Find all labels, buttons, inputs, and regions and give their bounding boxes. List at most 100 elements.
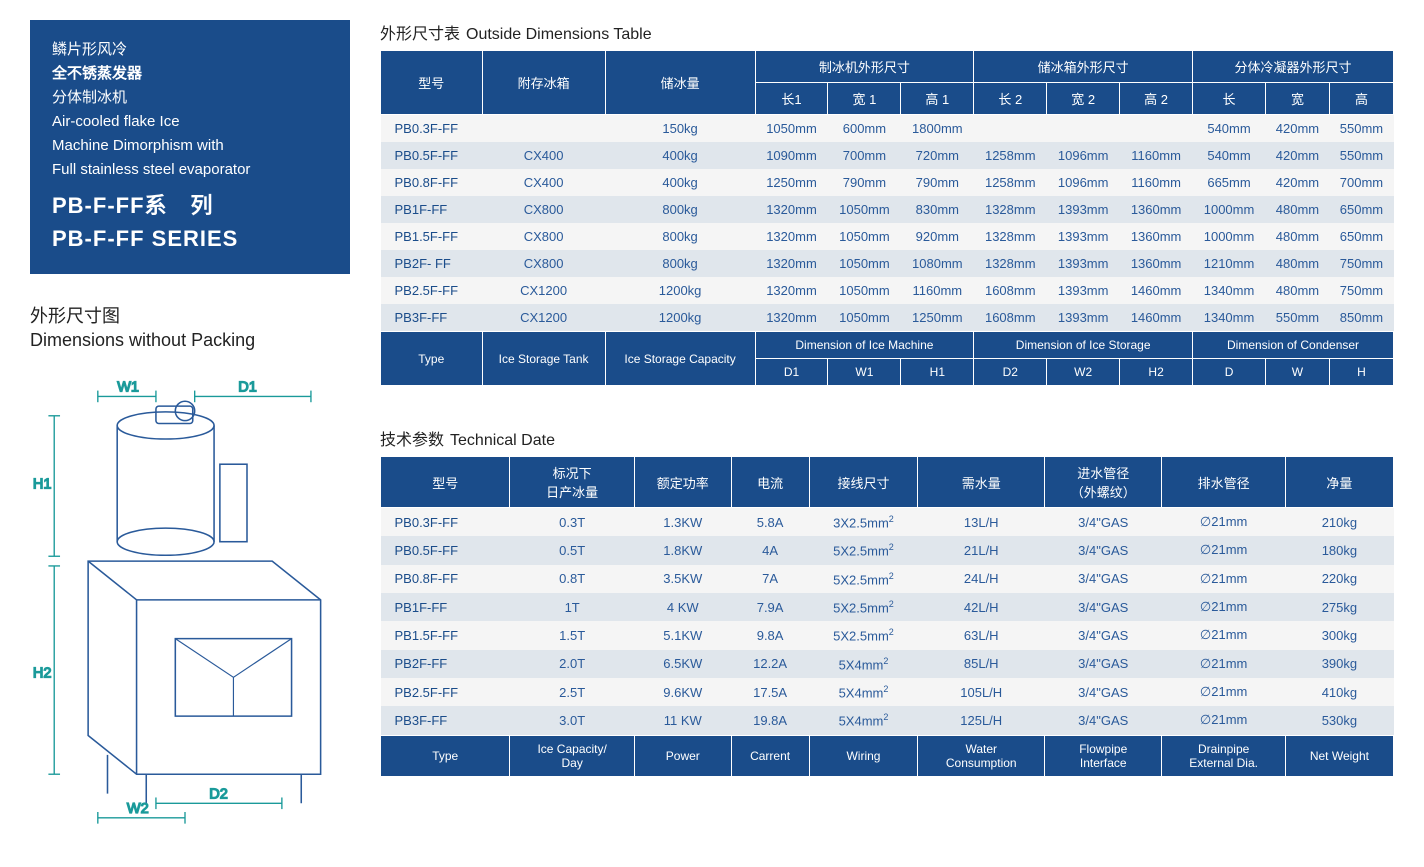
label-d1: D1 bbox=[238, 380, 257, 396]
table-cell: 390kg bbox=[1285, 650, 1393, 678]
table-cell: 420mm bbox=[1265, 142, 1329, 169]
table-cell: 63L/H bbox=[918, 621, 1045, 649]
dim-title-en: Dimensions without Packing bbox=[30, 330, 350, 351]
table-cell: ∅21mm bbox=[1162, 706, 1285, 735]
table-cell: CX1200 bbox=[482, 304, 605, 332]
tf-d2: D2 bbox=[974, 359, 1047, 386]
table-cell bbox=[1047, 115, 1120, 143]
table-cell: 1200kg bbox=[605, 277, 755, 304]
tf-w1: W1 bbox=[828, 359, 901, 386]
table-cell: 1328mm bbox=[974, 223, 1047, 250]
table-cell: 410kg bbox=[1285, 678, 1393, 706]
label-h1: H1 bbox=[33, 476, 52, 492]
table-cell: ∅21mm bbox=[1162, 536, 1285, 564]
table-cell: 420mm bbox=[1265, 115, 1329, 143]
tf-h2: H2 bbox=[1120, 359, 1193, 386]
table-cell: 1320mm bbox=[755, 277, 828, 304]
table-cell: ∅21mm bbox=[1162, 508, 1285, 537]
tf-tank: Ice Storage Tank bbox=[482, 332, 605, 386]
table-cell: 1328mm bbox=[974, 250, 1047, 277]
t2-f5: Wiring bbox=[809, 735, 918, 776]
table-row: PB2.5F-FFCX12001200kg1320mm1050mm1160mm1… bbox=[381, 277, 1394, 304]
table-row: PB1F-FFCX800800kg1320mm1050mm830mm1328mm… bbox=[381, 196, 1394, 223]
t2-f2: Ice Capacity/ Day bbox=[510, 735, 634, 776]
table-cell: 1320mm bbox=[755, 304, 828, 332]
table-cell: 180kg bbox=[1285, 536, 1393, 564]
table-cell: 1320mm bbox=[755, 223, 828, 250]
table-cell: PB2.5F-FF bbox=[381, 277, 483, 304]
table-cell: 1360mm bbox=[1120, 196, 1193, 223]
table-cell: 665mm bbox=[1193, 169, 1266, 196]
table-cell: 220kg bbox=[1285, 565, 1393, 593]
table-cell: 300kg bbox=[1285, 621, 1393, 649]
table-cell: 1160mm bbox=[901, 277, 974, 304]
table-cell: PB1F-FF bbox=[381, 593, 510, 621]
table-row: PB0.8F-FFCX400400kg1250mm790mm790mm1258m… bbox=[381, 169, 1394, 196]
table-cell: 1320mm bbox=[755, 196, 828, 223]
table-cell: 17.5A bbox=[731, 678, 809, 706]
table-cell: 5.1KW bbox=[634, 621, 731, 649]
table-cell: 3/4"GAS bbox=[1045, 536, 1162, 564]
table-cell: CX400 bbox=[482, 142, 605, 169]
table-cell: 1050mm bbox=[828, 277, 901, 304]
table-cell: PB3F-FF bbox=[381, 304, 483, 332]
tf-w: W bbox=[1265, 359, 1329, 386]
table-cell: 1000mm bbox=[1193, 223, 1266, 250]
right-column: 外形尺寸表Outside Dimensions Table 型号 附存冰箱 储冰… bbox=[380, 20, 1394, 830]
th-d: 长 bbox=[1193, 83, 1266, 115]
table-cell: 700mm bbox=[828, 142, 901, 169]
t2-h8: 排水管径 bbox=[1162, 457, 1285, 508]
table-cell: CX400 bbox=[482, 169, 605, 196]
table-cell: 4A bbox=[731, 536, 809, 564]
table-row: PB0.5F-FF0.5T1.8KW4A5X2.5mm221L/H3/4"GAS… bbox=[381, 536, 1394, 564]
table-cell: 1160mm bbox=[1120, 169, 1193, 196]
table-cell: 540mm bbox=[1193, 115, 1266, 143]
table-cell: 750mm bbox=[1329, 250, 1393, 277]
label-w2: W2 bbox=[127, 801, 149, 817]
table-cell: 1050mm bbox=[755, 115, 828, 143]
table-cell: 1320mm bbox=[755, 250, 828, 277]
table-row: PB2.5F-FF2.5T9.6KW17.5A5X4mm2105L/H3/4"G… bbox=[381, 678, 1394, 706]
table-cell: 400kg bbox=[605, 142, 755, 169]
th-g3: 分体冷凝器外形尺寸 bbox=[1193, 51, 1394, 83]
tf-d: D bbox=[1193, 359, 1266, 386]
table-cell: 1393mm bbox=[1047, 277, 1120, 304]
table-cell: 800kg bbox=[605, 223, 755, 250]
table-cell: 1340mm bbox=[1193, 277, 1266, 304]
table-cell: 750mm bbox=[1329, 277, 1393, 304]
table-cell: 800kg bbox=[605, 196, 755, 223]
table-cell: PB1.5F-FF bbox=[381, 223, 483, 250]
table-cell: 1460mm bbox=[1120, 277, 1193, 304]
table-cell: 5X2.5mm2 bbox=[809, 621, 918, 649]
t2-h5: 接线尺寸 bbox=[809, 457, 918, 508]
table-cell: 7A bbox=[731, 565, 809, 593]
table-row: PB1.5F-FFCX800800kg1320mm1050mm920mm1328… bbox=[381, 223, 1394, 250]
t2-h1: 型号 bbox=[381, 457, 510, 508]
table-cell: 9.8A bbox=[731, 621, 809, 649]
dimensions-table: 型号 附存冰箱 储冰量 制冰机外形尺寸 储冰箱外形尺寸 分体冷凝器外形尺寸 长1… bbox=[380, 50, 1394, 386]
table-cell: PB0.3F-FF bbox=[381, 508, 510, 537]
table-cell: 1393mm bbox=[1047, 304, 1120, 332]
tf-cap: Ice Storage Capacity bbox=[605, 332, 755, 386]
table-cell: 0.8T bbox=[510, 565, 634, 593]
table-cell: 1360mm bbox=[1120, 250, 1193, 277]
table-cell: 550mm bbox=[1329, 115, 1393, 143]
table-cell: 850mm bbox=[1329, 304, 1393, 332]
th-g1: 制冰机外形尺寸 bbox=[755, 51, 974, 83]
table-cell: 480mm bbox=[1265, 196, 1329, 223]
product-title-box: 鳞片形风冷 全不锈蒸发器 分体制冰机 Air-cooled flake Ice … bbox=[30, 20, 350, 274]
table-cell: PB0.5F-FF bbox=[381, 536, 510, 564]
table-cell: 1393mm bbox=[1047, 250, 1120, 277]
th-g2: 储冰箱外形尺寸 bbox=[974, 51, 1193, 83]
th-model: 型号 bbox=[381, 51, 483, 115]
t2-f1: Type bbox=[381, 735, 510, 776]
th-l2: 长 2 bbox=[974, 83, 1047, 115]
table-cell: 3/4"GAS bbox=[1045, 650, 1162, 678]
table-cell: 24L/H bbox=[918, 565, 1045, 593]
table-cell: 42L/H bbox=[918, 593, 1045, 621]
table-cell: 105L/H bbox=[918, 678, 1045, 706]
table-cell: 1096mm bbox=[1047, 142, 1120, 169]
table-cell: ∅21mm bbox=[1162, 593, 1285, 621]
th-cap: 储冰量 bbox=[605, 51, 755, 115]
title-line-1: 鳞片形风冷 bbox=[52, 38, 328, 62]
